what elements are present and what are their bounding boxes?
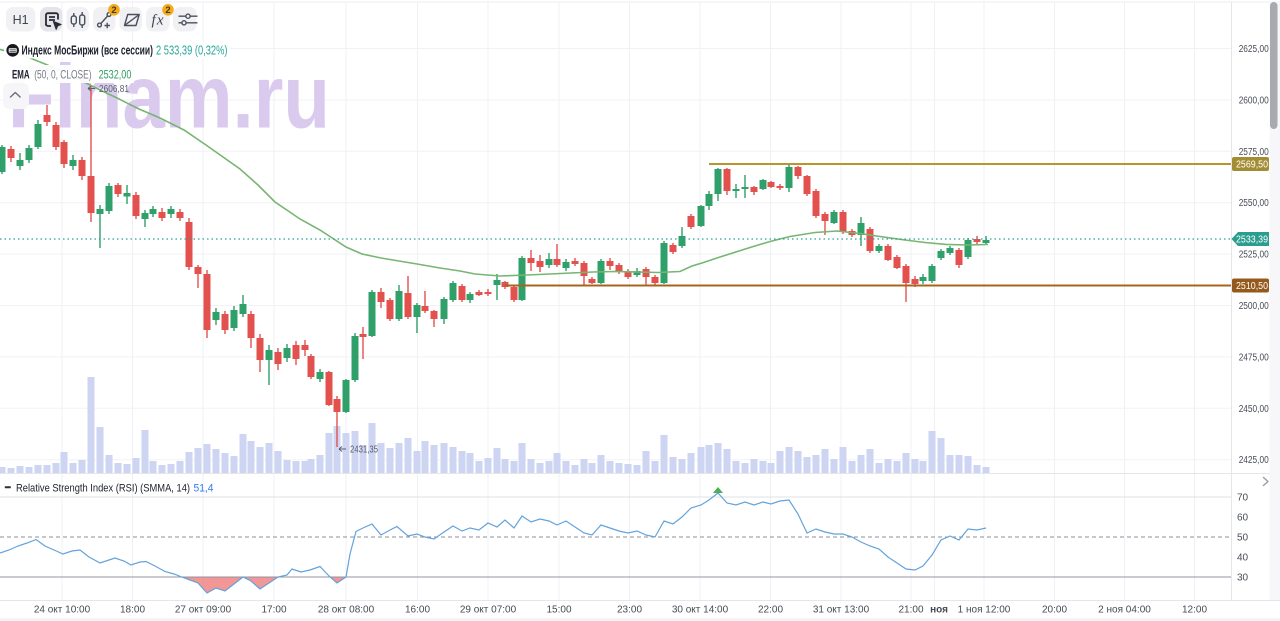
svg-text:2575,00: 2575,00	[1239, 147, 1269, 158]
svg-text:Relative Strength Index (RSI): Relative Strength Index (RSI) (SMMA, 14)	[16, 483, 190, 495]
svg-text:2450,00: 2450,00	[1239, 404, 1269, 415]
svg-text:30: 30	[1237, 573, 1249, 584]
svg-text:16:00: 16:00	[405, 605, 430, 616]
svg-text:2: 2	[111, 5, 116, 16]
svg-text:2425,00: 2425,00	[1239, 455, 1269, 466]
svg-text:2500,00: 2500,00	[1239, 301, 1269, 312]
svg-text:2533,39: 2533,39	[1236, 235, 1268, 246]
svg-text:31 окт 13:00: 31 окт 13:00	[813, 605, 870, 616]
svg-text:2431,35: 2431,35	[350, 445, 378, 456]
svg-text:2: 2	[165, 5, 170, 16]
svg-text:50: 50	[1237, 533, 1249, 544]
svg-text:23:00: 23:00	[617, 605, 642, 616]
svg-text:27 окт 09:00: 27 окт 09:00	[175, 605, 232, 616]
svg-text:17:00: 17:00	[261, 605, 286, 616]
svg-text:2525,00: 2525,00	[1239, 250, 1269, 261]
svg-text:H1: H1	[13, 13, 29, 27]
svg-text:(50, 0, CLOSE): (50, 0, CLOSE)	[34, 68, 91, 82]
svg-text:EMA: EMA	[12, 68, 30, 82]
svg-text:22:00: 22:00	[758, 605, 783, 616]
svg-text:2600,00: 2600,00	[1239, 95, 1269, 106]
svg-text:18:00: 18:00	[120, 605, 145, 616]
svg-text:51,4: 51,4	[194, 483, 214, 495]
svg-text:Индекс МосБиржи (все сессии): Индекс МосБиржи (все сессии)	[22, 44, 154, 58]
svg-text:28 окт 08:00: 28 окт 08:00	[318, 605, 375, 616]
svg-text:2475,00: 2475,00	[1239, 352, 1269, 363]
svg-text:1 ноя 12:00: 1 ноя 12:00	[958, 605, 1011, 616]
svg-text:60: 60	[1237, 513, 1249, 524]
svg-text:Finam.ru: Finam.ru	[8, 48, 330, 148]
svg-text:20:00: 20:00	[1042, 605, 1067, 616]
svg-text:24 окт 10:00: 24 окт 10:00	[34, 605, 91, 616]
svg-text:29 окт 07:00: 29 окт 07:00	[460, 605, 517, 616]
svg-text:70: 70	[1237, 493, 1249, 504]
svg-text:15:00: 15:00	[546, 605, 571, 616]
svg-text:2532,00: 2532,00	[99, 68, 132, 82]
svg-text:2625,00: 2625,00	[1239, 44, 1269, 55]
svg-text:12:00: 12:00	[1182, 605, 1207, 616]
svg-text:f x: f x	[151, 13, 163, 29]
svg-text:40: 40	[1237, 553, 1249, 564]
svg-text:2 ноя 04:00: 2 ноя 04:00	[1098, 605, 1151, 616]
svg-text:2510,50: 2510,50	[1236, 281, 1268, 292]
svg-text:2 533,39 (0,32%): 2 533,39 (0,32%)	[156, 44, 228, 58]
svg-text:ноя: ноя	[930, 605, 948, 616]
svg-text:30 окт 14:00: 30 окт 14:00	[672, 605, 729, 616]
svg-text:2606,81: 2606,81	[99, 84, 129, 95]
svg-text:2550,00: 2550,00	[1239, 198, 1269, 209]
svg-text:21:00: 21:00	[898, 605, 923, 616]
svg-text:2569,50: 2569,50	[1236, 160, 1268, 171]
